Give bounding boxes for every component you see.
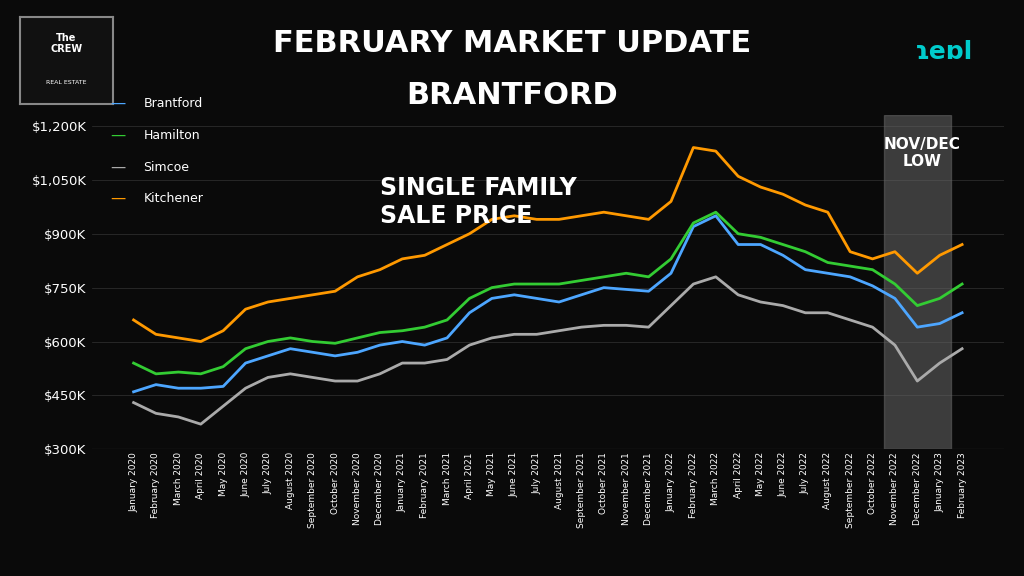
Text: FEBRUARY MARKET UPDATE: FEBRUARY MARKET UPDATE — [273, 29, 751, 58]
Text: —: — — [111, 96, 125, 111]
Text: NOV/DEC
LOW: NOV/DEC LOW — [884, 137, 961, 169]
Text: —: — — [111, 128, 125, 143]
Text: Brantford: Brantford — [143, 97, 203, 110]
Text: SINGLE FAMILY
SALE PRICE: SINGLE FAMILY SALE PRICE — [380, 176, 577, 228]
Text: ɿeɒl: ɿeɒl — [914, 40, 973, 65]
Text: —: — — [111, 160, 125, 175]
Text: Simcoe: Simcoe — [143, 161, 189, 173]
Text: Hamilton: Hamilton — [143, 129, 200, 142]
Text: —: — — [111, 191, 125, 206]
Text: REAL ESTATE: REAL ESTATE — [46, 79, 87, 85]
Text: BRANTFORD: BRANTFORD — [407, 81, 617, 109]
Text: Kitchener: Kitchener — [143, 192, 203, 205]
Text: The
CREW: The CREW — [50, 33, 83, 54]
Bar — [884, 115, 951, 449]
